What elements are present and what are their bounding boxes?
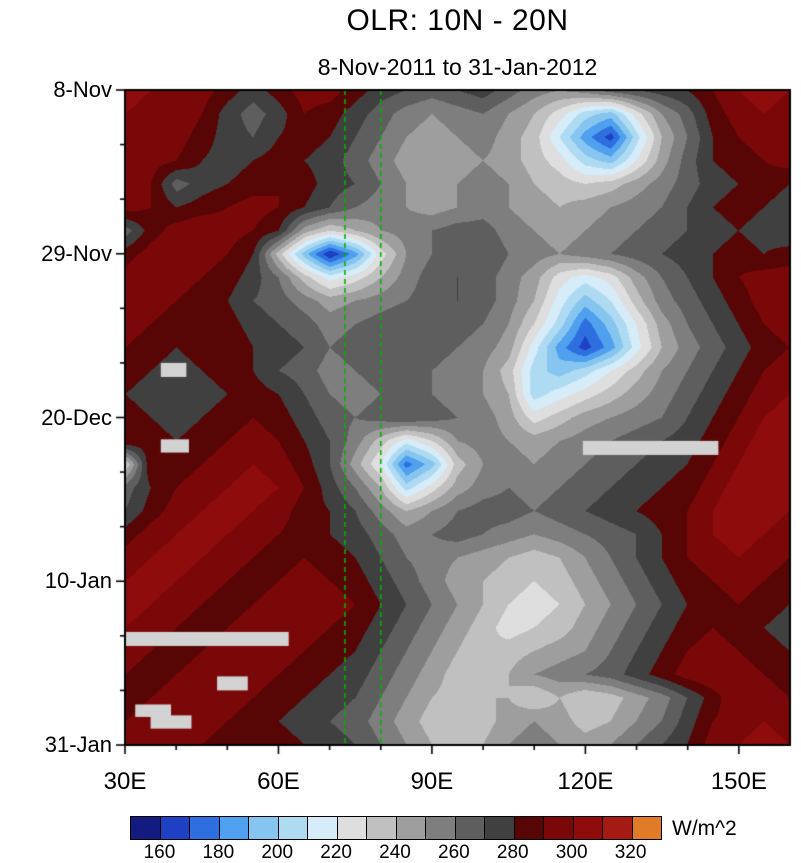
colorbar-segment [514,817,544,839]
y-tick-label: 8-Nov [53,77,112,102]
x-tick-label: 60E [257,768,300,795]
colorbar-segment [573,817,603,839]
plot-title: OLR: 10N - 20N [346,4,569,37]
colorbar-segment [603,817,633,839]
x-tick-label: 90E [410,768,454,795]
y-tick-label: 20-Dec [41,404,112,430]
colorbar-segment [249,817,279,839]
colorbar-segment [308,817,338,839]
x-tick-label: 120E [557,768,614,795]
colorbar-segment [337,817,367,839]
colorbar-unit-label: W/m^2 [672,817,737,840]
colorbar-segment [485,817,515,839]
colorbar-segment [396,817,426,839]
colorbar-segment [632,817,661,839]
colorbar-tick-label: 320 [614,842,647,863]
colorbar-tick-label: 260 [438,842,470,863]
colorbar-segment [160,817,190,839]
colorbar-tick-label: 200 [261,842,294,863]
colorbar-segment [455,817,485,839]
plot-subtitle: 8-Nov-2011 to 31-Jan-2012 [317,54,598,80]
colorbar [130,816,662,840]
y-tick-label: 31-Jan [44,732,112,757]
colorbar-segment [131,817,161,839]
colorbar-tick-label: 180 [202,842,235,863]
colorbar-tick-label: 280 [496,842,529,863]
colorbar-tick-label: 160 [143,842,176,863]
colorbar-tick-label: 240 [379,842,411,863]
colorbar-tick-label: 300 [555,842,588,863]
colorbar-segment [219,817,249,839]
x-tick-label: 30E [103,768,147,795]
colorbar-segment [426,817,456,839]
colorbar-segment [190,817,220,839]
colorbar-tick-label: 220 [320,842,352,863]
colorbar-segment [278,817,308,839]
y-tick-label: 10-Jan [44,568,112,594]
x-tick-label: 150E [710,768,767,795]
colorbar-segment [367,817,397,839]
y-tick-label: 29-Nov [41,240,112,266]
colorbar-segment [544,817,574,839]
